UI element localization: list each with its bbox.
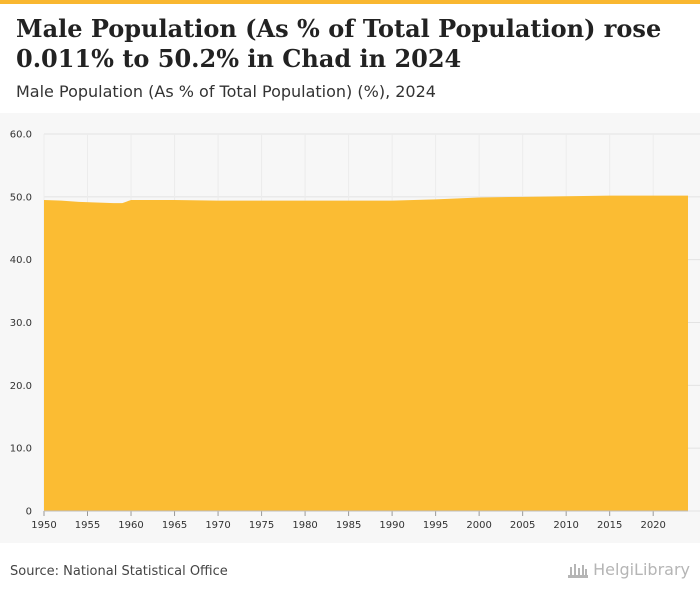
data-point — [59, 199, 63, 203]
page-title: Male Population (As % of Total Populatio… — [16, 14, 662, 73]
data-point — [521, 195, 525, 199]
chart-panel: 0 10.0 20.0 30.0 40.0 50.0 60.0 1950 1955 1960 19… — [0, 113, 700, 543]
data-point — [651, 194, 655, 198]
accent-bar — [0, 0, 700, 4]
data-point — [120, 201, 124, 205]
x-tick-label: 1975 — [249, 520, 274, 531]
data-point — [77, 200, 81, 204]
x-tick-label: 1950 — [31, 520, 56, 531]
x-tick-label: 1980 — [292, 520, 317, 531]
area-fill — [44, 195, 688, 511]
logo-text: HelgiLibrary — [593, 560, 690, 579]
x-tick-label: 1960 — [118, 520, 143, 531]
data-point — [477, 195, 481, 199]
x-tick-label: 1990 — [379, 520, 404, 531]
data-point — [347, 199, 351, 203]
y-tick-label: 20.0 — [10, 381, 32, 392]
data-point — [390, 199, 394, 203]
data-point — [216, 199, 220, 203]
helgilibrary-logo: HelgiLibrary — [567, 560, 690, 579]
data-point — [260, 199, 264, 203]
x-tick-label: 2010 — [553, 520, 578, 531]
data-point — [434, 197, 438, 201]
area-series — [42, 194, 690, 511]
building-icon — [568, 563, 589, 578]
x-tick-label: 2005 — [510, 520, 535, 531]
x-tick-label: 2020 — [640, 520, 665, 531]
x-tick-label: 1985 — [336, 520, 361, 531]
x-tick-label: 2015 — [597, 520, 622, 531]
y-tick-label: 10.0 — [10, 444, 32, 455]
x-axis: 1950 1955 1960 1965 1970 1975 1980 1985 1990 1995… — [31, 510, 688, 531]
chart-subtitle: Male Population (As % of Total Populatio… — [16, 82, 436, 101]
data-point — [42, 198, 46, 202]
y-tick-label: 0 — [26, 507, 32, 518]
y-tick-label: 50.0 — [10, 192, 32, 203]
y-tick-label: 30.0 — [10, 318, 32, 329]
data-point — [173, 198, 177, 202]
data-point — [564, 194, 568, 198]
data-point — [686, 194, 690, 198]
y-tick-label: 60.0 — [10, 130, 32, 141]
x-tick-label: 1965 — [162, 520, 187, 531]
data-point — [129, 198, 133, 202]
data-point — [94, 200, 98, 204]
data-point — [303, 199, 307, 203]
area-chart: 010.020.030.040.050.060.0 1950 1955 1960 19… — [10, 130, 700, 531]
data-point — [608, 194, 612, 198]
x-tick-label: 2000 — [466, 520, 491, 531]
x-tick-label: 1955 — [75, 520, 100, 531]
source-note: Source: National Statistical Office — [10, 564, 228, 579]
x-tick-label: 1995 — [423, 520, 448, 531]
x-tick-label: 1970 — [205, 520, 230, 531]
data-point — [112, 201, 116, 205]
y-tick-label: 40.0 — [10, 255, 32, 266]
y-axis: 0 10.0 20.0 30.0 40.0 50.0 60.0 — [10, 130, 32, 518]
